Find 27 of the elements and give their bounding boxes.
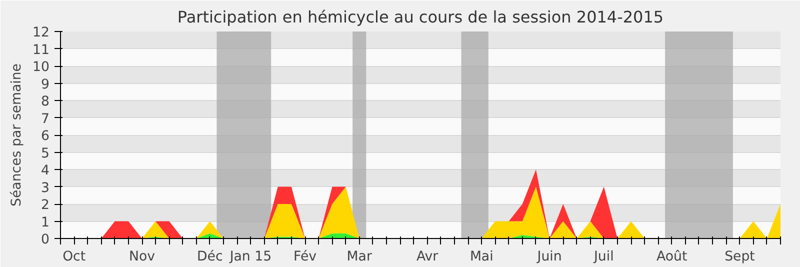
x-tick-label: Mai <box>470 250 494 264</box>
y-tick-label: 2 <box>41 198 50 213</box>
x-tick-label: Déc <box>197 250 223 264</box>
y-axis-title: Séances par semaine <box>10 64 25 206</box>
y-tick-label: 12 <box>32 26 50 40</box>
y-tick-label: 3 <box>41 180 50 196</box>
y-tick-label: 1 <box>41 215 50 230</box>
x-tick-label: Oct <box>62 250 86 264</box>
y-tick-label: 4 <box>41 164 50 178</box>
y-tick-label: 8 <box>41 94 50 110</box>
chart-title: Participation en hémicycle au cours de la session 2014-2015 <box>177 8 664 26</box>
y-tick-label: 10 <box>32 60 50 75</box>
y-tick-label: 6 <box>41 129 50 144</box>
x-tick-label: Sept <box>724 250 755 264</box>
x-tick-label: Avr <box>416 250 439 264</box>
y-tick-label: 0 <box>41 232 50 248</box>
y-tick-label: 9 <box>41 77 50 92</box>
y-tick-label: 11 <box>32 42 50 58</box>
x-tick-label: Mar <box>346 250 372 264</box>
y-tick-label: 5 <box>41 146 50 162</box>
x-tick-label: Août <box>656 250 688 264</box>
x-tick-label: Jan 15 <box>228 250 272 264</box>
x-tick-label: Juin <box>536 250 562 264</box>
x-tick-label: Nov <box>129 250 156 264</box>
x-tick-label: Juil <box>593 250 614 264</box>
x-tick-label: Fév <box>294 250 317 264</box>
y-tick-label: 7 <box>41 112 50 127</box>
